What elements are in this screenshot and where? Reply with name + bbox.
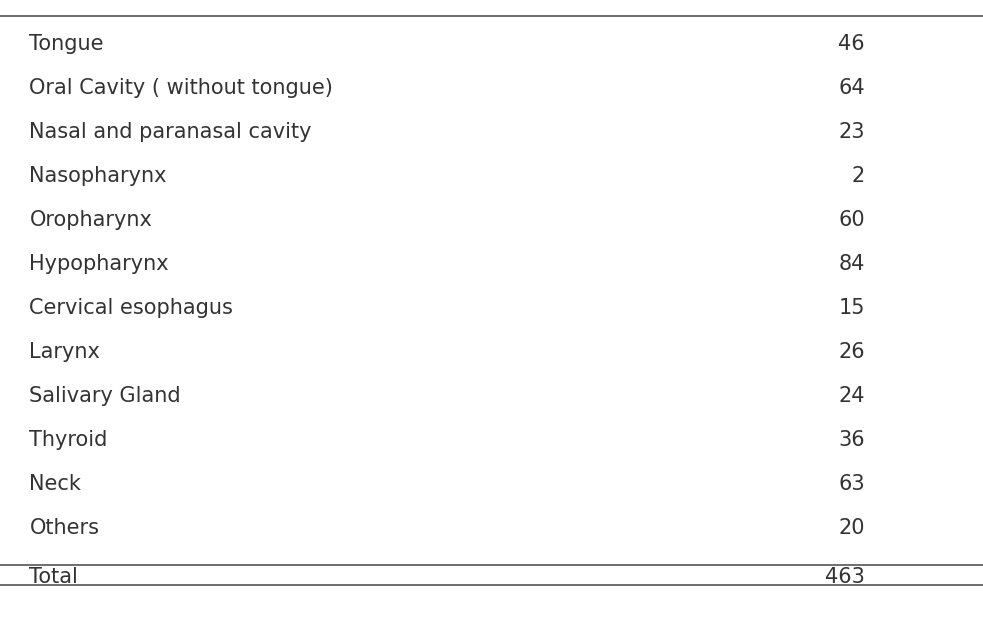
Text: 84: 84 (838, 254, 865, 274)
Text: 26: 26 (838, 342, 865, 362)
Text: Total: Total (29, 567, 79, 587)
Text: 63: 63 (838, 474, 865, 494)
Text: 46: 46 (838, 34, 865, 54)
Text: 463: 463 (825, 567, 865, 587)
Text: 20: 20 (838, 517, 865, 538)
Text: 24: 24 (838, 386, 865, 406)
Text: Nasopharynx: Nasopharynx (29, 166, 167, 186)
Text: Cervical esophagus: Cervical esophagus (29, 298, 233, 318)
Text: 23: 23 (838, 122, 865, 142)
Text: Oropharynx: Oropharynx (29, 210, 152, 230)
Text: Neck: Neck (29, 474, 82, 494)
Text: 64: 64 (838, 78, 865, 98)
Text: Nasal and paranasal cavity: Nasal and paranasal cavity (29, 122, 312, 142)
Text: 2: 2 (852, 166, 865, 186)
Text: Thyroid: Thyroid (29, 430, 108, 450)
Text: 60: 60 (838, 210, 865, 230)
Text: 15: 15 (838, 298, 865, 318)
Text: Oral Cavity ( without tongue): Oral Cavity ( without tongue) (29, 78, 333, 98)
Text: Others: Others (29, 517, 99, 538)
Text: 36: 36 (838, 430, 865, 450)
Text: Tongue: Tongue (29, 34, 104, 54)
Text: Salivary Gland: Salivary Gland (29, 386, 181, 406)
Text: Larynx: Larynx (29, 342, 100, 362)
Text: Hypopharynx: Hypopharynx (29, 254, 169, 274)
